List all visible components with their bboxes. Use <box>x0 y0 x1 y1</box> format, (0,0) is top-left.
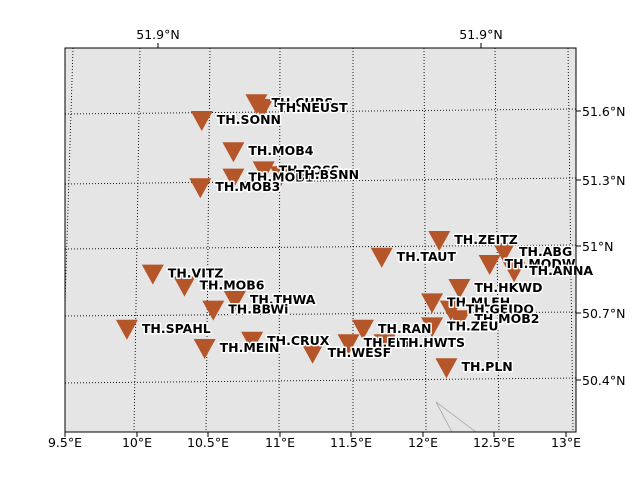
station-marker-icon <box>478 255 501 275</box>
lon-tick-label: 11.5°E <box>330 435 372 450</box>
station-label: TH.ANNA <box>529 263 593 278</box>
station-label: TH.RAN <box>378 321 432 336</box>
parallel-line <box>65 108 576 115</box>
station-label: TH.GEIDO <box>466 302 534 317</box>
station-label: TH.TAUT <box>397 249 457 264</box>
meridian-line <box>205 48 211 432</box>
station-marker-icon <box>448 279 471 299</box>
top-tick-label: 51.9°N <box>459 27 502 42</box>
meridian-line <box>494 48 500 432</box>
meridian-line <box>278 48 281 432</box>
station-marker-icon <box>493 243 516 263</box>
station-label: TH.HWTS <box>400 335 466 350</box>
graticule <box>65 48 576 432</box>
meridian-line <box>133 48 141 432</box>
lon-tick-label: 9.5°E <box>48 435 82 450</box>
station-label: TH.ZEU <box>447 318 499 333</box>
station-label: TH.HKWD <box>474 280 542 295</box>
station-marker-icon <box>337 334 360 355</box>
station-marker-icon <box>223 291 246 311</box>
station-marker-icon <box>252 161 275 182</box>
station-marker-icon <box>141 264 164 285</box>
station-label: TH.POSS <box>279 162 340 177</box>
station-marker-icon <box>190 111 213 131</box>
station-label: TH.NEUST <box>277 100 348 115</box>
station-marker-icon <box>421 317 444 338</box>
parallel-line <box>65 177 576 185</box>
lon-tick-label: 12°E <box>408 435 438 450</box>
station-label: TH.MLFH <box>447 294 510 309</box>
station-label: TH.MOB4 <box>248 143 313 158</box>
station-label: TH.MEIN <box>220 340 280 355</box>
station-label: TH.VITZ <box>168 266 224 281</box>
lat-tick-label: 51.6°N <box>582 104 625 119</box>
top-tick-label: 51.9°N <box>136 27 179 42</box>
station-marker-icon <box>189 178 212 199</box>
station-label: TH.ZEITZ <box>454 232 518 247</box>
station-marker-icon <box>222 142 245 163</box>
station-marker-icon <box>370 247 393 268</box>
lon-tick-label: 10°E <box>122 435 152 450</box>
station-marker-icon <box>503 262 526 283</box>
station-marker-icon <box>269 166 292 187</box>
station-label: TH.CRUX <box>267 333 330 348</box>
station-marker-icon <box>202 300 225 321</box>
station-marker-icon <box>193 339 216 359</box>
lon-tick-label: 13°E <box>551 435 581 450</box>
station-marker-icon <box>428 231 451 251</box>
station-marker-icon <box>373 334 396 355</box>
station-marker-icon <box>301 343 324 364</box>
boundary-lines <box>435 401 495 432</box>
station-label: TH.BSNN <box>296 167 359 182</box>
lon-tick-label: 10.5°E <box>187 435 229 450</box>
station-marker-icon <box>448 310 471 331</box>
station-label: TH.THWA <box>250 292 316 307</box>
station-label: TH.EIB <box>364 335 410 350</box>
station-label: TH.CHRS <box>271 95 333 110</box>
parallel-line <box>65 244 576 250</box>
station-label: TH.MOB6 <box>199 278 264 293</box>
station-marker-icon <box>222 168 245 189</box>
parallel-line <box>65 377 576 384</box>
station-label: TH.MODW <box>505 256 576 271</box>
lat-tick-label: 50.7°N <box>582 306 625 321</box>
map-frame <box>64 47 577 433</box>
station-label: TH.BBWi <box>228 302 288 317</box>
station-marker-icon <box>421 293 444 314</box>
boundary-line <box>435 401 495 432</box>
station-markers <box>115 94 526 379</box>
lat-tick-label: 51°N <box>582 239 614 254</box>
station-label: TH.ABG <box>519 244 572 259</box>
lat-tick-label: 51.3°N <box>582 173 625 188</box>
lon-tick-label: 11°E <box>265 435 295 450</box>
lat-tick-label: 50.4°N <box>582 373 625 388</box>
station-label: TH.SONN <box>217 112 281 127</box>
station-label: TH.MOB1 <box>248 170 313 185</box>
meridian-line <box>65 48 74 319</box>
station-marker-icon <box>351 319 374 340</box>
station-label: TH.MOB2 <box>474 311 539 326</box>
station-label: TH.PLN <box>461 359 512 374</box>
map-background <box>65 48 576 432</box>
axis-ticks: 9.5°E 10°E 10.5°E 11°E 11.5°E 12°E 12.5°E 13°E 5… <box>48 27 625 450</box>
station-marker-icon <box>435 358 458 379</box>
meridian-line <box>567 48 574 432</box>
station-labels: TH.CHRSTH.NEUSTTH.SONNTH.MOB4TH.POSSTH.M… <box>140 94 595 376</box>
meridian-line <box>423 48 427 432</box>
station-label: TH.SPAHL <box>142 321 211 336</box>
station-marker-icon <box>241 331 264 352</box>
parallel-line <box>65 311 576 317</box>
station-marker-icon <box>173 276 196 297</box>
station-label: TH.MOB3 <box>215 179 280 194</box>
station-label: TH.WESF <box>328 345 392 360</box>
lon-tick-label: 12.5°E <box>473 435 515 450</box>
station-marker-icon <box>251 99 274 119</box>
station-marker-icon <box>115 319 138 340</box>
